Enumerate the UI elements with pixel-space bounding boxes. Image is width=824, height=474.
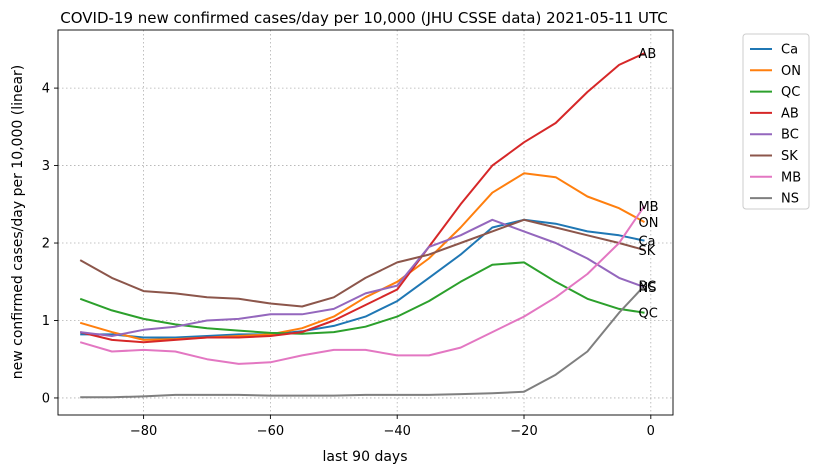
legend-label: BC: [781, 128, 799, 143]
series-line-ab: [79, 52, 645, 344]
end-labels: Ca ON QC AB NS SK MB BC: [638, 47, 658, 322]
x-tick-label: −20: [510, 424, 537, 439]
y-tick-label: 3: [42, 159, 50, 174]
legend: Ca ON QC AB BC SK MB NS: [742, 33, 810, 210]
series-line-bc: [80, 218, 645, 337]
y-axis: 0 1 2 3 4: [42, 82, 58, 406]
chart-title: COVID-19 new confirmed cases/day per 10,…: [60, 9, 668, 27]
legend-label: Ca: [781, 43, 798, 58]
x-axis-label: last 90 days: [322, 449, 407, 465]
grid: [58, 30, 673, 415]
legend-label: MB: [781, 170, 801, 185]
x-tick-label: −80: [130, 424, 157, 439]
legend-label: ON: [781, 64, 801, 79]
end-label: BC: [638, 280, 656, 295]
end-label: MB: [638, 200, 658, 215]
legend-frame: [742, 33, 810, 210]
y-axis-label: new confirmed cases/day per 10,000 (line…: [10, 65, 26, 380]
series-line-mb: [79, 205, 646, 365]
series-lines: [79, 52, 646, 399]
end-label: SK: [638, 244, 655, 259]
plot-frame: [57, 29, 674, 416]
legend-label: SK: [781, 149, 798, 164]
end-label: ON: [638, 216, 658, 231]
legend-label: AB: [781, 106, 799, 121]
series-line-ca: [80, 218, 645, 339]
end-label: Ca: [638, 235, 655, 250]
end-label: QC: [638, 307, 657, 322]
y-tick-label: 4: [42, 82, 50, 97]
legend-label: QC: [781, 85, 800, 100]
series-line-sk: [79, 218, 645, 308]
legend-label: NS: [781, 192, 799, 207]
x-tick-label: −40: [383, 424, 410, 439]
series-line-ns: [80, 284, 646, 399]
series-line-qc: [79, 261, 645, 335]
x-tick-label: 0: [647, 424, 655, 439]
x-axis: −80 −60 −40 −20 0: [130, 415, 655, 439]
y-tick-label: 2: [42, 237, 50, 252]
end-label: AB: [638, 47, 656, 62]
y-tick-label: 1: [42, 314, 50, 329]
x-tick-label: −60: [257, 424, 284, 439]
end-label: NS: [638, 281, 656, 296]
y-tick-label: 0: [42, 391, 50, 406]
